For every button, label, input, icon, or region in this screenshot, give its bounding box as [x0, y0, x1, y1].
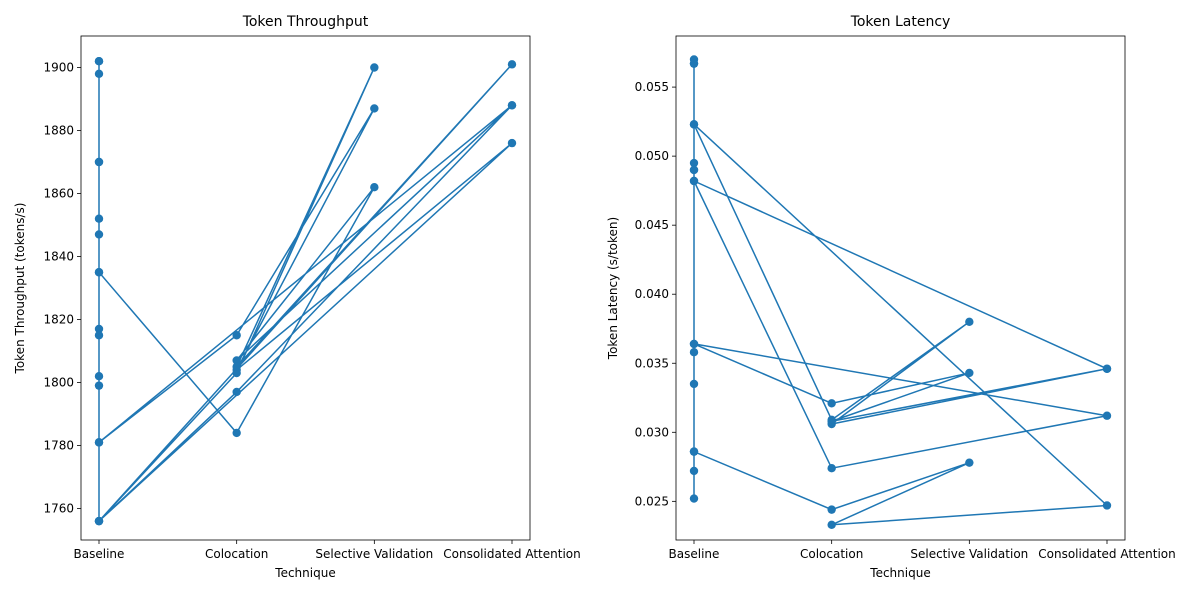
y-tick-label: 0.045 — [635, 218, 669, 232]
data-point — [689, 339, 699, 349]
data-point — [827, 505, 836, 514]
y-axis-label: Token Latency (s/token) — [606, 217, 620, 360]
data-point — [94, 324, 104, 334]
y-tick-label: 1780 — [43, 439, 74, 453]
data-point — [689, 466, 699, 476]
data-point — [94, 372, 104, 381]
y-tick-label: 0.025 — [635, 494, 669, 508]
data-point — [689, 494, 699, 503]
data-point — [689, 379, 699, 389]
y-tick-label: 1760 — [43, 502, 74, 516]
y-tick-label: 1820 — [43, 313, 74, 327]
data-point — [507, 60, 517, 69]
data-point — [94, 268, 104, 277]
y-tick-label: 0.035 — [635, 356, 669, 370]
data-point — [965, 317, 974, 327]
x-tick-label: Consolidated Attention — [1038, 547, 1175, 561]
data-point — [827, 463, 836, 473]
chart-title: Token Throughput — [242, 14, 369, 30]
data-point — [827, 399, 836, 408]
data-point — [689, 165, 699, 175]
data-point — [232, 331, 241, 340]
data-point — [689, 176, 699, 186]
data-point — [94, 516, 104, 526]
data-point — [965, 368, 974, 378]
y-tick-label: 1840 — [43, 250, 74, 264]
x-tick-label: Baseline — [74, 547, 125, 561]
data-point — [1102, 411, 1112, 420]
data-point — [370, 183, 379, 192]
data-point — [94, 381, 104, 390]
y-tick-label: 1880 — [43, 124, 74, 138]
data-point — [827, 417, 836, 426]
data-point — [689, 447, 699, 456]
chart-title: Token Latency — [850, 14, 951, 30]
data-point — [827, 520, 836, 530]
data-point — [370, 104, 379, 113]
data-point — [232, 362, 241, 371]
x-tick-label: Baseline — [669, 547, 720, 561]
throughput-panel: Baseline Colocation Selective Validation Co… — [13, 14, 581, 580]
data-point — [232, 368, 241, 378]
y-tick-label: 0.040 — [635, 287, 669, 301]
series-line — [98, 61, 513, 522]
latency-panel: Baseline Colocation Selective Validation Co… — [606, 14, 1176, 580]
data-point — [689, 120, 699, 129]
axes-frame — [80, 35, 531, 541]
x-axis-label: Technique — [274, 566, 335, 580]
axes-frame — [675, 35, 1126, 541]
y-tick-label: 0.050 — [635, 149, 669, 163]
x-tick-label: Colocation — [205, 547, 268, 561]
data-point — [689, 59, 699, 68]
data-point — [1102, 364, 1112, 373]
y-axis-label: Token Throughput (tokens/s) — [13, 203, 27, 375]
data-point — [94, 157, 104, 167]
x-tick-label: Colocation — [800, 547, 863, 561]
y-tick-label: 1800 — [43, 376, 74, 390]
x-tick-label: Selective Validation — [910, 547, 1028, 561]
x-tick-label: Consolidated Attention — [443, 547, 580, 561]
data-point — [94, 214, 104, 223]
data-point — [232, 428, 241, 438]
data-point — [94, 438, 104, 447]
data-point — [370, 63, 379, 72]
data-point — [965, 458, 974, 467]
data-point — [689, 348, 699, 357]
data-point — [232, 356, 241, 365]
y-tick-label: 0.030 — [635, 425, 669, 439]
data-point — [94, 331, 104, 340]
data-point — [1102, 501, 1112, 510]
x-axis-label: Technique — [869, 566, 930, 580]
data-point — [689, 158, 699, 168]
data-point — [94, 230, 104, 239]
data-point — [507, 101, 517, 110]
data-point — [94, 69, 104, 79]
data-point — [507, 138, 517, 148]
y-tick-label: 1860 — [43, 187, 74, 201]
y-tick-label: 1900 — [43, 61, 74, 75]
series-line — [692, 59, 1110, 526]
x-tick-label: Selective Validation — [315, 547, 433, 561]
data-point — [94, 57, 104, 66]
data-point — [232, 387, 241, 397]
y-tick-label: 0.055 — [635, 80, 669, 94]
